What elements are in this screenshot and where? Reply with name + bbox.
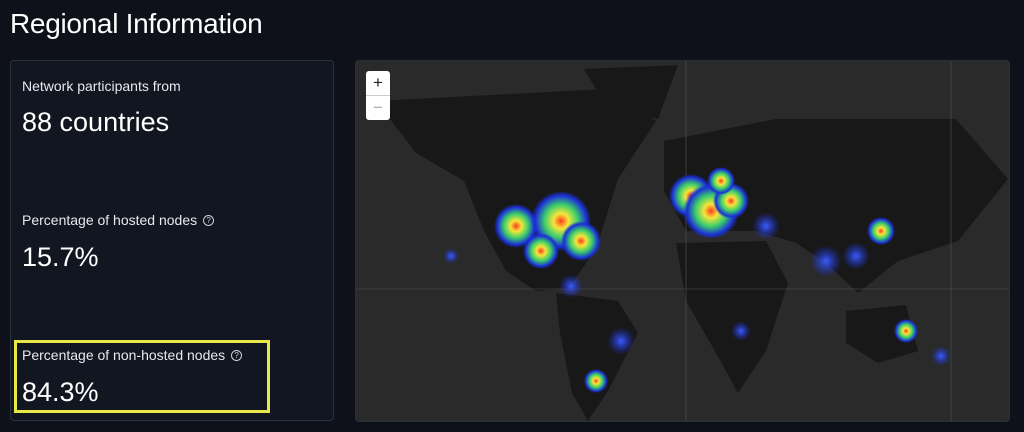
stat-label-text: Percentage of non-hosted nodes [22,347,226,363]
stat-label: Percentage of hosted nodes? [22,212,215,228]
stat-value: 84.3% [22,377,99,407]
stat-value: 15.7% [22,242,99,272]
zoom-controls: + − [366,71,390,120]
stat-label-text: Network participants from [22,78,181,94]
heatmap[interactable]: + − [355,60,1010,422]
stat-label-text: Percentage of hosted nodes [22,212,198,228]
map-canvas [356,61,1009,421]
stats-panel: Network participants from 88 countries P… [10,60,334,421]
stat-label: Percentage of non-hosted nodes? [22,347,243,363]
zoom-out-button[interactable]: − [366,95,390,120]
heat-spots [443,167,951,393]
highlight-box [14,340,270,413]
help-icon[interactable]: ? [203,214,215,226]
continents [376,65,1008,421]
section-title: Regional Information [10,8,263,39]
stat-label: Network participants from [22,78,181,94]
help-icon[interactable]: ? [231,349,243,361]
graticule [356,61,1009,421]
stat-value: 88 countries [22,107,170,137]
zoom-in-button[interactable]: + [373,73,383,92]
